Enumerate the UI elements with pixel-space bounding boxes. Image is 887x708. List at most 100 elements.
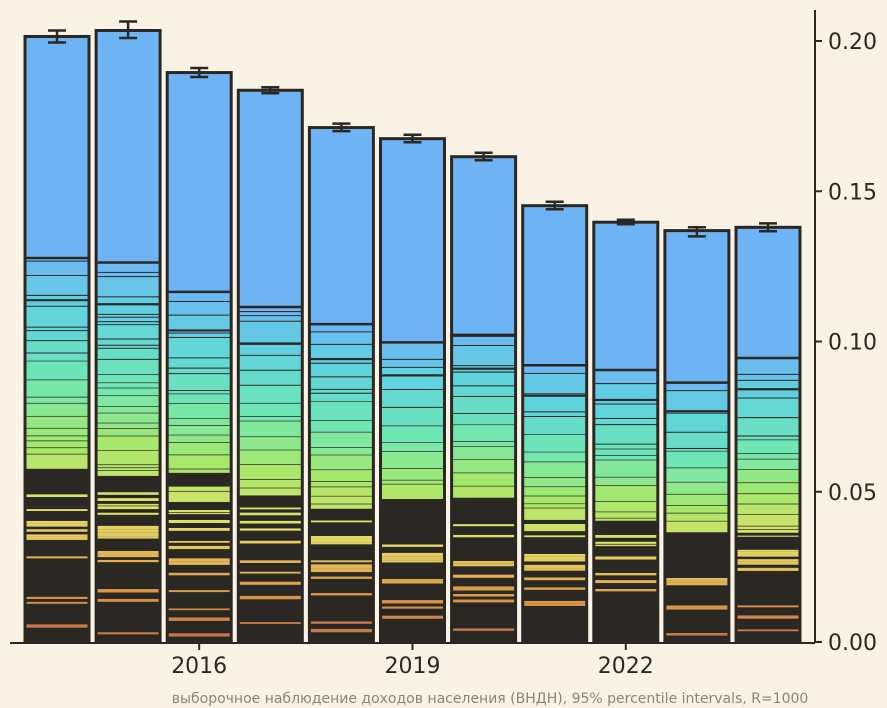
bar-segment: [238, 546, 303, 550]
bar-segment: [736, 435, 800, 440]
bar-segment: [96, 509, 161, 513]
bar-segment: [522, 365, 587, 373]
bar-segment: [380, 528, 445, 531]
bar-segment: [238, 568, 303, 572]
bar-segment: [96, 532, 161, 537]
bar-segment: [25, 624, 89, 628]
bar-segment: [380, 483, 445, 500]
bar-segment: [309, 495, 374, 504]
bar-segment: [96, 512, 161, 515]
bar-segment: [380, 613, 445, 616]
bar-segment: [238, 342, 303, 355]
bar-2020: [450, 155, 518, 644]
bar-segment: [736, 624, 800, 627]
bar-segment: [167, 608, 232, 611]
bar-segment: [593, 575, 658, 578]
bar-segment: [238, 416, 303, 421]
bar-segment: [25, 260, 89, 276]
bar-segment: [238, 523, 303, 527]
bar-segment: [522, 461, 587, 478]
bar-segment: [238, 509, 303, 512]
bar-segment: [25, 542, 89, 546]
bar-segment: [451, 550, 516, 555]
bar-segment: [25, 275, 89, 295]
bar-segment: [25, 487, 89, 491]
bar-segment: [167, 592, 232, 595]
bar-segment: [380, 596, 445, 601]
bar-segment: [736, 544, 800, 548]
bars-group: [23, 28, 802, 644]
bar-segment: [380, 620, 445, 625]
bar-segment: [309, 532, 374, 536]
bar-segment: [309, 584, 374, 588]
bar-segment: [309, 603, 374, 605]
bar-segment: [96, 594, 161, 597]
bar-segment: [380, 594, 445, 597]
bar-segment: [25, 606, 89, 610]
bar-segment: [593, 501, 658, 512]
bar-segment: [736, 631, 800, 634]
bar-segment: [736, 373, 800, 380]
bar-segment: [96, 636, 161, 639]
bar-segment: [25, 635, 89, 639]
bar-segment: [167, 558, 232, 562]
bar-segment: [25, 509, 89, 511]
bar-segment: [25, 609, 89, 612]
bar-segment: [167, 332, 232, 337]
bar-segment: [593, 602, 658, 606]
bar-segment: [25, 568, 89, 572]
bar-segment: [522, 572, 587, 576]
bar-segment: [664, 520, 729, 533]
bar-segment: [736, 636, 800, 639]
bar-segment: [309, 529, 374, 533]
bar-segment: [522, 495, 587, 504]
y-tick-label: 0.00: [828, 631, 877, 656]
bar-2024: [734, 225, 802, 644]
bar-segment: [238, 622, 303, 624]
bar-segment: [25, 548, 89, 552]
bar-segment: [522, 595, 587, 599]
bar-segment: [522, 486, 587, 496]
bar-2016: [165, 71, 233, 644]
bar-segment: [167, 527, 232, 531]
bar-segment: [25, 526, 89, 530]
bar-segment: [167, 617, 232, 621]
bar-2014: [23, 34, 91, 644]
bar-segment: [380, 627, 445, 631]
error-bar-2023: [687, 226, 706, 238]
bar-segment: [309, 576, 374, 579]
bar-segment: [593, 588, 658, 592]
bar-segment: [167, 601, 232, 605]
bar-segment: [522, 411, 587, 417]
bar-segment: [309, 388, 374, 393]
bar-2019: [379, 137, 446, 644]
bar-segment: [167, 357, 232, 368]
bar-segment: [664, 635, 729, 639]
error-bar-2020: [474, 151, 493, 162]
bar-segment: [96, 406, 161, 413]
bar-segment: [380, 618, 445, 621]
bar-segment: [167, 512, 232, 515]
bar-segment: [664, 607, 729, 610]
bar-segment: [309, 598, 374, 601]
bar-segment: [664, 588, 729, 591]
bar-segment: [664, 390, 729, 413]
bar-segment: [664, 619, 729, 624]
bar-segment: [380, 406, 445, 426]
bar-segment: [238, 436, 303, 450]
bar-segment: [25, 622, 89, 625]
bar-segment: [25, 545, 89, 549]
bar-segment: [593, 485, 658, 502]
bar-segment: [238, 581, 303, 585]
bar-segment: [522, 503, 587, 508]
bar-segment: [593, 455, 658, 460]
bar-segment: [167, 564, 232, 568]
bar-segment: [238, 420, 303, 437]
bar-segment: [96, 625, 161, 630]
bar-segment: [96, 313, 161, 317]
bar-segment: [451, 608, 516, 613]
bar-segment: [238, 449, 303, 465]
bar-segment: [238, 633, 303, 637]
bar-segment: [380, 578, 445, 581]
bar-segment: [25, 585, 89, 587]
